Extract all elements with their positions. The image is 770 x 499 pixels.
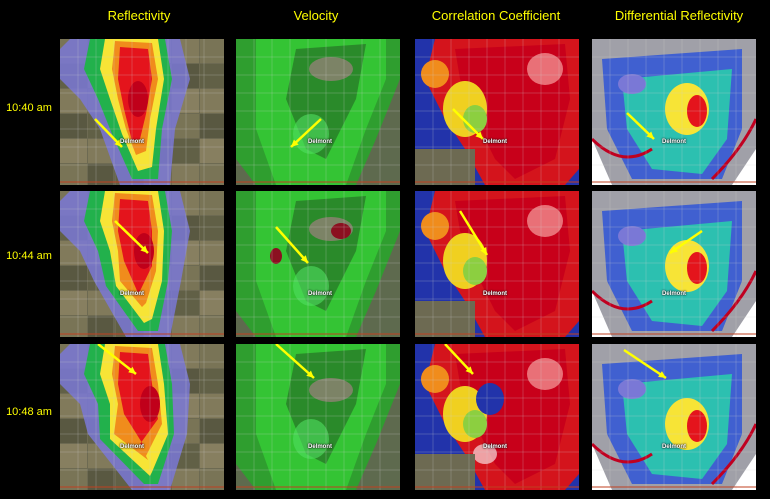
radar-panel-reflectivity-row-2: Delmont (60, 191, 224, 337)
town-label: Delmont (308, 139, 332, 145)
radar-image-cc (415, 191, 579, 337)
radar-panel-reflectivity-row-3: Delmont (60, 344, 224, 490)
town-label: Delmont (662, 444, 686, 450)
town-label: Delmont (662, 139, 686, 145)
town-label: Delmont (120, 139, 144, 145)
radar-image-reflectivity (60, 191, 224, 337)
radar-panel-velocity-row-1: Delmont (236, 39, 400, 185)
radar-image-velocity (236, 344, 400, 490)
radar-image-velocity (236, 191, 400, 337)
radar-image-zdr (592, 344, 756, 490)
radar-image-reflectivity (60, 344, 224, 490)
town-label: Delmont (483, 291, 507, 297)
radar-image-cc (415, 39, 579, 185)
storm-arrow-icon (97, 344, 137, 375)
town-label: Delmont (120, 291, 144, 297)
storm-arrow-icon (114, 220, 149, 254)
town-label: Delmont (120, 444, 144, 450)
row-header-1048: 10:48 am (6, 406, 52, 418)
town-label: Delmont (483, 444, 507, 450)
town-label: Delmont (483, 139, 507, 145)
radar-image-reflectivity (60, 39, 224, 185)
storm-arrow-icon (458, 210, 489, 256)
radar-panel-velocity-row-2: Delmont (236, 191, 400, 337)
town-label: Delmont (662, 291, 686, 297)
radar-image-zdr (592, 191, 756, 337)
radar-image-cc (415, 344, 579, 490)
town-label: Delmont (308, 291, 332, 297)
town-label: Delmont (308, 444, 332, 450)
radar-panel-zdr-row-3: Delmont (592, 344, 756, 490)
radar-panel-cc-row-3: Delmont (415, 344, 579, 490)
storm-arrow-icon (275, 226, 309, 264)
column-header-correlation-coefficient: Correlation Coefficient (431, 8, 561, 23)
radar-panel-velocity-row-3: Delmont (236, 344, 400, 490)
storm-arrow-icon (623, 348, 667, 380)
radar-image-zdr (592, 39, 756, 185)
row-header-1044: 10:44 am (6, 250, 52, 262)
radar-panel-cc-row-1: Delmont (415, 39, 579, 185)
radar-image-velocity (236, 39, 400, 185)
row-header-1040: 10:40 am (6, 102, 52, 114)
column-header-differential-reflectivity: Differential Reflectivity (614, 8, 744, 23)
column-header-velocity: Velocity (293, 8, 339, 23)
column-header-reflectivity: Reflectivity (107, 8, 171, 23)
radar-panel-zdr-row-2: Delmont (592, 191, 756, 337)
radar-panel-reflectivity-row-1: Delmont (60, 39, 224, 185)
radar-panel-zdr-row-1: Delmont (592, 39, 756, 185)
storm-arrow-icon (275, 344, 315, 379)
radar-panel-cc-row-2: Delmont (415, 191, 579, 337)
